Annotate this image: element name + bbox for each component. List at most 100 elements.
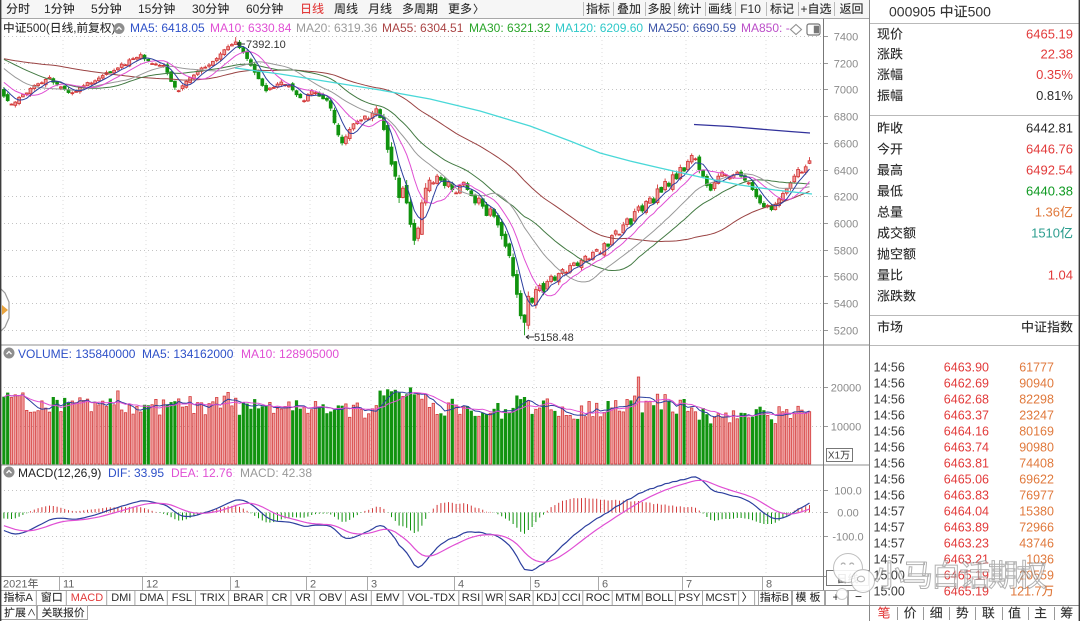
- svg-text:7: 7: [686, 579, 692, 591]
- svg-text:1: 1: [234, 579, 240, 591]
- svg-text:6463.81: 6463.81: [944, 456, 989, 470]
- svg-text:MA120: 6209.60: MA120: 6209.60: [555, 21, 643, 35]
- svg-text:7400: 7400: [834, 32, 858, 44]
- svg-text:1510: 1510: [1031, 226, 1060, 241]
- svg-text:CCI: CCI: [562, 592, 581, 604]
- svg-text:23247: 23247: [1019, 408, 1054, 422]
- svg-text:F10: F10: [740, 2, 761, 16]
- svg-text:14:56: 14:56: [874, 488, 905, 502]
- svg-text:4: 4: [458, 579, 464, 591]
- svg-text:MCST: MCST: [706, 592, 737, 604]
- svg-text:0.00: 0.00: [837, 508, 858, 520]
- svg-text:MACD: MACD: [71, 592, 103, 604]
- svg-text:OBV: OBV: [319, 592, 343, 604]
- svg-text:1.04: 1.04: [1048, 268, 1073, 283]
- svg-text:2: 2: [310, 579, 316, 591]
- svg-text:15:00: 15:00: [874, 584, 905, 598]
- svg-text:B: B: [782, 592, 789, 604]
- svg-text:+: +: [801, 2, 808, 16]
- svg-text:SAR: SAR: [509, 592, 532, 604]
- svg-text:14:57: 14:57: [874, 552, 905, 566]
- svg-text:VR: VR: [296, 592, 311, 604]
- svg-text:14:56: 14:56: [874, 424, 905, 438]
- svg-text:12: 12: [146, 579, 158, 591]
- svg-text:5158.48: 5158.48: [534, 332, 574, 344]
- svg-text:DMI: DMI: [111, 592, 131, 604]
- svg-text:14:56: 14:56: [874, 456, 905, 470]
- svg-text:A: A: [26, 592, 34, 604]
- svg-text:WR: WR: [485, 592, 503, 604]
- svg-text:6492.54: 6492.54: [1026, 163, 1073, 178]
- svg-text:6440.38: 6440.38: [1026, 184, 1073, 199]
- svg-text:69622: 69622: [1019, 472, 1054, 486]
- svg-text:14:56: 14:56: [874, 360, 905, 374]
- svg-text:6462.69: 6462.69: [944, 376, 989, 390]
- svg-text:100.0: 100.0: [834, 486, 862, 498]
- svg-text:MACD: 42.38: MACD: 42.38: [240, 466, 312, 480]
- svg-text:MA250: 6690.59: MA250: 6690.59: [648, 21, 736, 35]
- svg-text:15: 15: [138, 2, 152, 16]
- svg-text:5600: 5600: [834, 272, 858, 284]
- svg-text:74408: 74408: [1019, 456, 1054, 470]
- svg-text:ASI: ASI: [350, 592, 368, 604]
- svg-text:90940: 90940: [1019, 376, 1054, 390]
- svg-text:1.36: 1.36: [1035, 205, 1060, 220]
- svg-text:MA10: 6330.84: MA10: 6330.84: [210, 21, 292, 35]
- svg-text:6446.76: 6446.76: [1026, 142, 1073, 157]
- svg-text:MA850: -: MA850: -: [741, 21, 790, 35]
- svg-text:DIF: 33.95: DIF: 33.95: [108, 466, 164, 480]
- svg-text:BRAR: BRAR: [233, 592, 264, 604]
- svg-text:MA20: 6319.36: MA20: 6319.36: [296, 21, 378, 35]
- svg-text:0.35%: 0.35%: [1036, 67, 1073, 82]
- svg-text:14:56: 14:56: [874, 408, 905, 422]
- svg-text:7200: 7200: [834, 59, 858, 71]
- svg-text:3: 3: [371, 579, 377, 591]
- svg-text:6464.16: 6464.16: [944, 424, 989, 438]
- svg-text:500: 500: [968, 4, 992, 20]
- svg-text:+: +: [833, 590, 840, 604]
- svg-text:6463.90: 6463.90: [944, 360, 989, 374]
- svg-text:6463.23: 6463.23: [944, 536, 989, 550]
- svg-text:6200: 6200: [834, 192, 858, 204]
- svg-text:000905: 000905: [889, 4, 936, 20]
- svg-text:11: 11: [63, 579, 74, 591]
- svg-text:43746: 43746: [1019, 536, 1054, 550]
- svg-text:7000: 7000: [834, 85, 858, 97]
- svg-text:6463.37: 6463.37: [944, 408, 989, 422]
- svg-text:MA55: 6304.51: MA55: 6304.51: [382, 21, 464, 35]
- svg-text:82298: 82298: [1019, 392, 1054, 406]
- svg-text:14:56: 14:56: [874, 376, 905, 390]
- svg-text:KDJ: KDJ: [536, 592, 557, 604]
- svg-text:15380: 15380: [1019, 504, 1054, 518]
- svg-text:X1: X1: [828, 451, 841, 462]
- svg-text:6464.04: 6464.04: [944, 504, 989, 518]
- svg-text:EMV: EMV: [376, 592, 401, 604]
- svg-text:5800: 5800: [834, 246, 858, 258]
- svg-text:500(: 500(: [26, 22, 50, 35]
- svg-text:6400: 6400: [834, 166, 858, 178]
- svg-text:TRIX: TRIX: [200, 592, 226, 604]
- svg-text:BOLL: BOLL: [645, 592, 673, 604]
- svg-text:61777: 61777: [1019, 360, 1054, 374]
- svg-text:30: 30: [192, 2, 206, 16]
- svg-text:MA10: 128905000: MA10: 128905000: [241, 347, 339, 361]
- svg-text:1: 1: [44, 2, 51, 16]
- svg-text:6800: 6800: [834, 112, 858, 124]
- svg-text:0.81%: 0.81%: [1036, 88, 1073, 103]
- svg-text:76977: 76977: [1019, 488, 1054, 502]
- svg-text:14:56: 14:56: [874, 392, 905, 406]
- svg-text:-100.0: -100.0: [832, 532, 863, 544]
- svg-text:ROC: ROC: [586, 592, 611, 604]
- svg-text:121.7: 121.7: [1010, 584, 1041, 598]
- svg-text:8: 8: [766, 579, 772, 591]
- svg-text:6600: 6600: [834, 139, 858, 151]
- svg-text:MA30: 6321.32: MA30: 6321.32: [469, 21, 551, 35]
- svg-text:MACD(12,26,9): MACD(12,26,9): [18, 466, 101, 480]
- svg-text:20000: 20000: [831, 383, 862, 395]
- svg-text:5400: 5400: [834, 299, 858, 311]
- svg-text:6442.81: 6442.81: [1026, 121, 1073, 136]
- svg-text:PSY: PSY: [678, 592, 701, 604]
- svg-text:5200: 5200: [834, 326, 858, 338]
- svg-text:MA5: 134162000: MA5: 134162000: [142, 347, 234, 361]
- svg-text:6: 6: [602, 579, 608, 591]
